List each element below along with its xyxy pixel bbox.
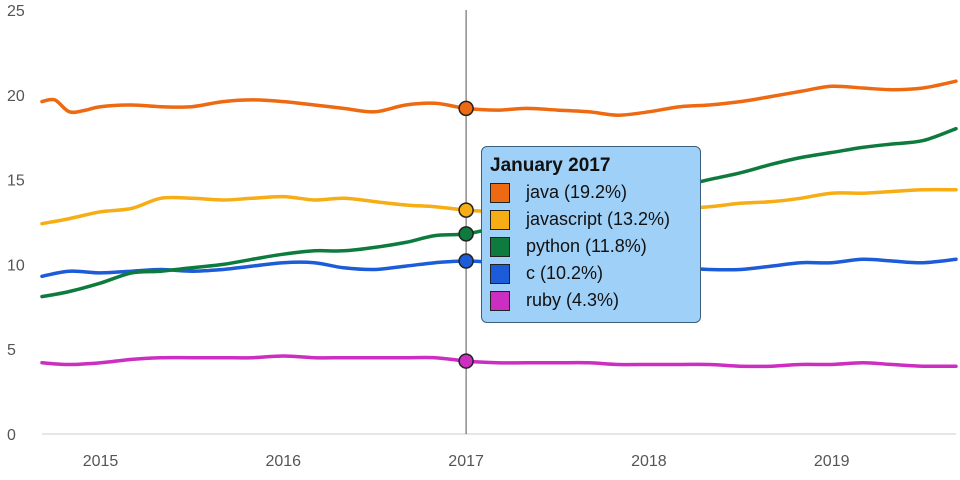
x-tick-label: 2019 (814, 453, 850, 470)
y-tick-label: 5 (7, 342, 16, 359)
y-tick-label: 25 (7, 3, 25, 20)
x-tick-label: 2015 (83, 453, 119, 470)
tooltip-row-javascript: javascript (13.2%) (490, 206, 692, 233)
legend-swatch (490, 263, 510, 284)
tooltip-row-ruby: ruby (4.3%) (490, 287, 692, 314)
tooltip-row-label: python (11.8%) (526, 236, 647, 256)
legend-swatch (490, 290, 510, 311)
legend-swatch (490, 209, 510, 230)
series-line-ruby (40, 354, 958, 369)
x-tick-label: 2018 (631, 453, 667, 470)
series-line-java (40, 79, 958, 117)
marker-c[interactable] (458, 253, 474, 269)
hover-tooltip: January 2017 java (19.2%) javascript (13.… (481, 146, 701, 323)
x-tick-label: 2016 (265, 453, 301, 470)
x-tick-label: 2017 (448, 453, 484, 470)
tooltip-row-java: java (19.2%) (490, 179, 692, 206)
y-tick-label: 15 (7, 173, 25, 190)
tooltip-row-label: ruby (4.3%) (526, 290, 620, 310)
tooltip-rows: java (19.2%) javascript (13.2%) python (11… (490, 179, 692, 314)
y-tick-label: 10 (7, 257, 25, 274)
marker-java[interactable] (458, 100, 474, 117)
legend-swatch (490, 236, 510, 257)
tooltip-row-label: javascript (13.2%) (526, 209, 671, 229)
marker-python[interactable] (458, 226, 474, 242)
y-tick-label: 20 (7, 88, 25, 105)
legend-swatch (490, 182, 510, 203)
y-tick-label: 0 (7, 427, 16, 444)
marker-javascript[interactable] (458, 202, 474, 218)
tooltip-row-python: python (11.8%) (490, 233, 692, 260)
highlight-markers (458, 100, 474, 369)
marker-ruby[interactable] (458, 353, 474, 369)
tooltip-title: January 2017 (490, 155, 611, 176)
tooltip-row-label: java (19.2%) (526, 182, 628, 202)
tooltip-row-label: c (10.2%) (526, 263, 604, 283)
tooltip-row-c: c (10.2%) (490, 260, 692, 287)
